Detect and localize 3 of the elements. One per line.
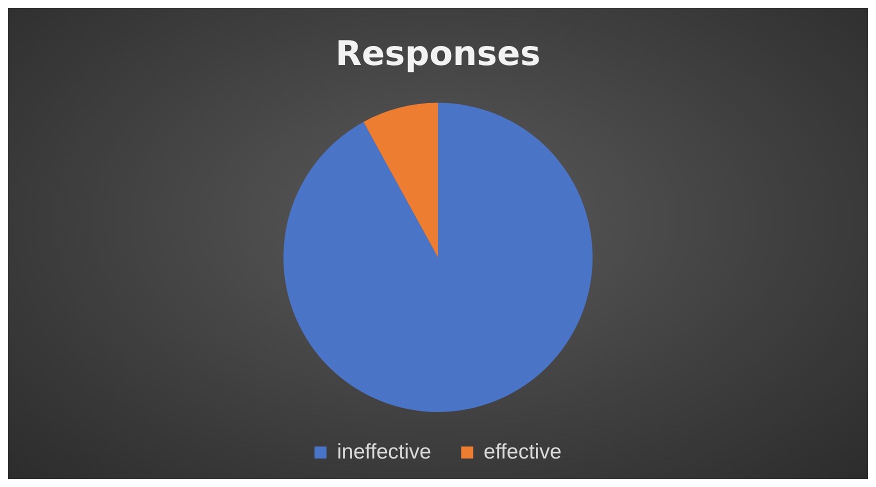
legend-label: ineffective	[337, 440, 432, 464]
legend-label: effective	[484, 440, 562, 464]
chart-title: Responses	[336, 34, 540, 74]
